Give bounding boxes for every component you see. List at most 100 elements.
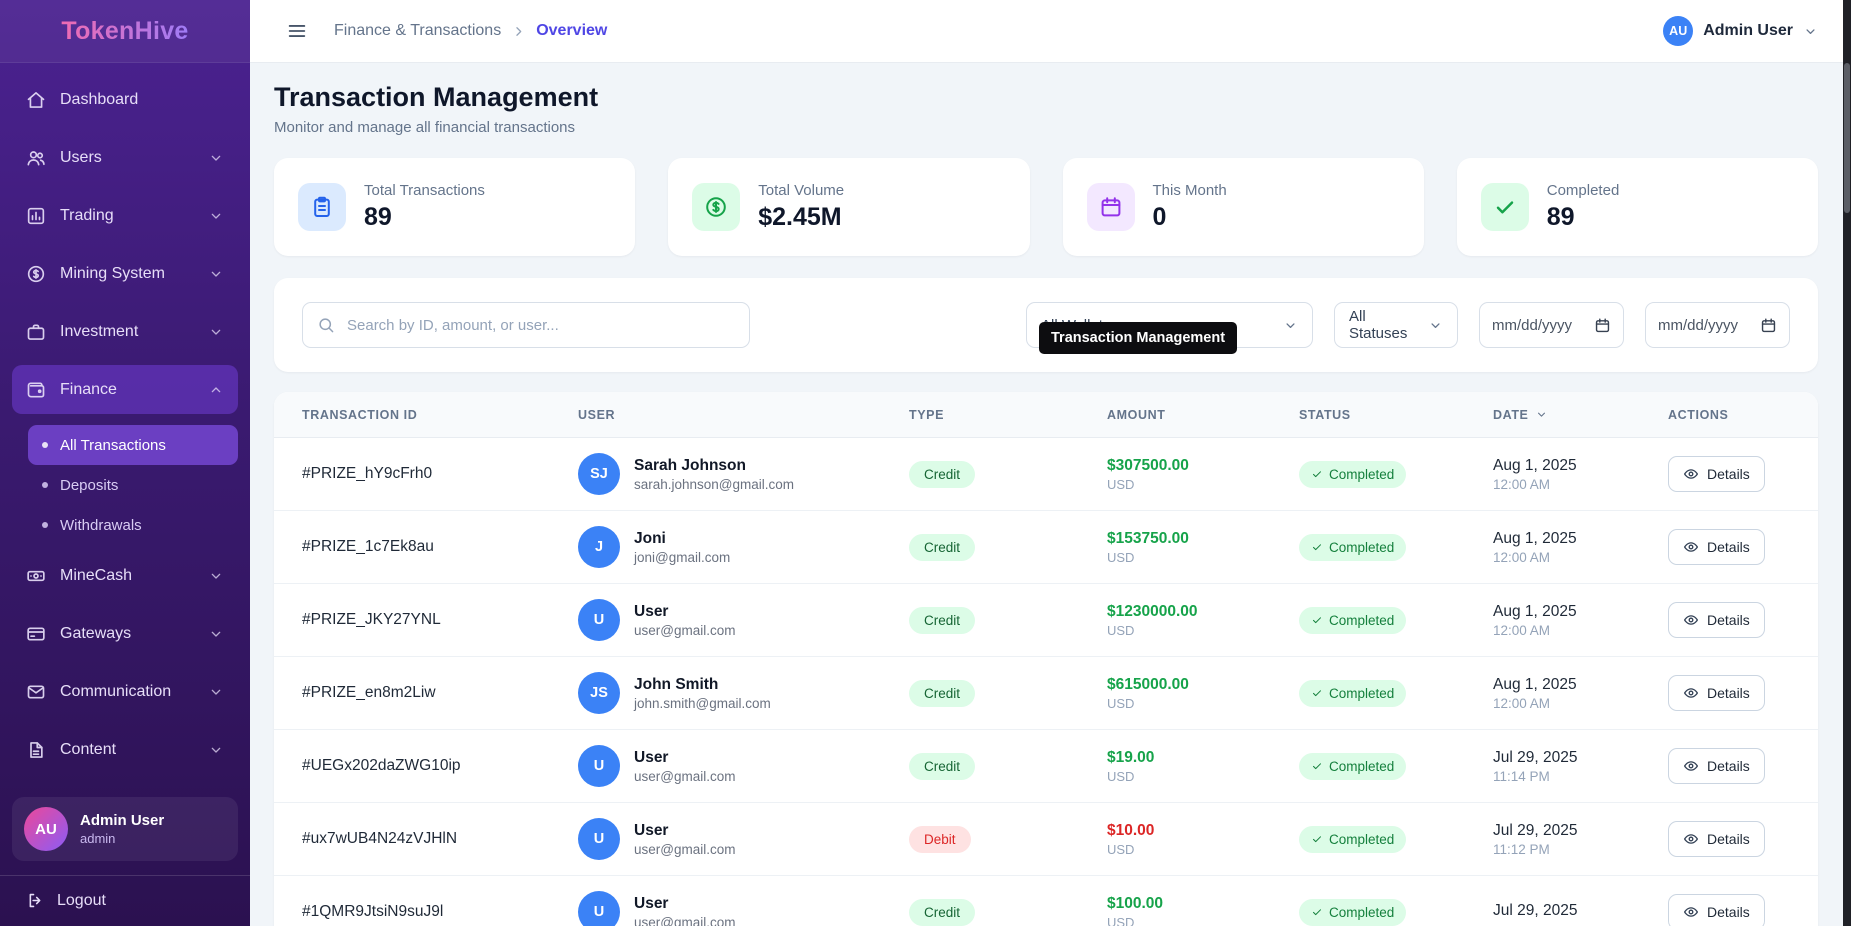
search-box[interactable]	[302, 302, 750, 348]
date: Aug 1, 2025	[1493, 529, 1577, 547]
sidebar-item-investment[interactable]: Investment	[12, 307, 238, 356]
details-button[interactable]: Details	[1668, 748, 1765, 784]
details-button[interactable]: Details	[1668, 894, 1765, 926]
date: Jul 29, 2025	[1493, 821, 1578, 839]
sidebar-subitem-deposits[interactable]: Deposits	[28, 465, 238, 505]
time: 12:00 AM	[1493, 622, 1551, 638]
user-name: Joni	[634, 529, 666, 547]
chevron-down-icon	[208, 266, 224, 282]
avatar: J	[578, 526, 620, 568]
type-badge: Credit	[909, 533, 976, 561]
calendar-icon	[1760, 317, 1777, 334]
type-badge: Debit	[909, 825, 971, 853]
menu-icon[interactable]	[286, 20, 308, 42]
status-badge: Completed	[1299, 533, 1407, 561]
details-button[interactable]: Details	[1668, 529, 1765, 565]
table-row: #PRIZE_JKY27YNL U User user@gmail.com Cr…	[274, 584, 1818, 657]
header-user-menu[interactable]: AU Admin User	[1663, 16, 1818, 46]
amount: $19.00	[1107, 748, 1155, 766]
scrollbar-thumb[interactable]	[1844, 63, 1850, 213]
date: Aug 1, 2025	[1493, 456, 1577, 474]
check-icon	[1311, 468, 1323, 480]
logout-button[interactable]: Logout	[0, 875, 250, 926]
status-badge: Completed	[1299, 460, 1407, 488]
details-button[interactable]: Details	[1668, 821, 1765, 857]
details-button[interactable]: Details	[1668, 602, 1765, 638]
user-name: User	[634, 821, 669, 839]
sidebar-item-finance[interactable]: Finance	[12, 365, 238, 414]
mail-icon	[26, 682, 46, 702]
currency: USD	[1107, 549, 1135, 565]
sidebar-item-communication[interactable]: Communication	[12, 667, 238, 716]
search-input[interactable]	[345, 315, 735, 335]
sidebar-item-mining-system[interactable]: Mining System	[12, 249, 238, 298]
stat-value: 89	[364, 203, 392, 231]
check-icon	[1311, 833, 1323, 845]
sidebar-item-label: Investment	[60, 322, 139, 340]
currency: USD	[1107, 476, 1135, 492]
sidebar-item-dashboard[interactable]: Dashboard	[12, 75, 238, 124]
table-row: #UEGx202daZWG10ip U User user@gmail.com …	[274, 730, 1818, 803]
date-to-input[interactable]: mm/dd/yyyy	[1645, 302, 1790, 348]
stat-label: Completed	[1546, 182, 1620, 199]
sidebar-subitem-all-transactions[interactable]: All Transactions	[28, 425, 238, 465]
type-badge: Credit	[909, 460, 976, 488]
date-from-placeholder: mm/dd/yyyy	[1492, 316, 1573, 334]
details-button[interactable]: Details	[1668, 675, 1765, 711]
table-row: #PRIZE_1c7Ek8au J Joni joni@gmail.com Cr…	[274, 511, 1818, 584]
logout-label: Logout	[57, 891, 106, 909]
sidebar-item-users[interactable]: Users	[12, 133, 238, 182]
date-from-input[interactable]: mm/dd/yyyy	[1479, 302, 1624, 348]
sidebar-item-trading[interactable]: Trading	[12, 191, 238, 240]
stat-value: 0	[1152, 203, 1167, 231]
app-title: TokenHive	[61, 16, 189, 45]
logo[interactable]: TokenHive	[0, 0, 250, 63]
user-email: user@gmail.com	[634, 914, 736, 926]
currency: USD	[1107, 914, 1135, 926]
stat-label: Total Transactions	[364, 182, 485, 199]
transaction-id: #UEGx202daZWG10ip	[302, 757, 461, 774]
sidebar-item-label: MineCash	[60, 566, 133, 584]
user-email: user@gmail.com	[634, 768, 736, 784]
time: 11:14 PM	[1493, 768, 1550, 784]
column-header-date[interactable]: DATE	[1493, 408, 1668, 422]
scrollbar[interactable]	[1843, 0, 1851, 926]
chevron-down-icon	[208, 324, 224, 340]
sidebar-profile[interactable]: AU Admin User admin	[12, 797, 238, 861]
type-badge: Credit	[909, 898, 976, 926]
check-icon	[1311, 906, 1323, 918]
sidebar-subitem-withdrawals[interactable]: Withdrawals	[28, 505, 238, 545]
sidebar-item-gateways[interactable]: Gateways	[12, 609, 238, 658]
stat-card-completed: Completed 89	[1456, 158, 1818, 256]
sidebar-item-label: Users	[60, 148, 102, 166]
eye-icon	[1683, 612, 1699, 628]
users-icon	[26, 148, 46, 168]
type-badge: Credit	[909, 679, 976, 707]
logout-icon	[26, 891, 45, 910]
column-header-user: USER	[578, 407, 616, 422]
details-button[interactable]: Details	[1668, 456, 1765, 492]
breadcrumb-current[interactable]: Overview	[536, 22, 608, 39]
transactions-table: TRANSACTION ID USER TYPE AMOUNT STATUS D…	[274, 392, 1818, 926]
user-email: sarah.johnson@gmail.com	[634, 476, 795, 492]
page-subtitle: Monitor and manage all financial transac…	[274, 119, 576, 136]
avatar: SJ	[578, 453, 620, 495]
status-filter-select[interactable]: All Statuses	[1334, 302, 1458, 348]
avatar: U	[578, 599, 620, 641]
user-name: John Smith	[634, 675, 719, 693]
amount: $615000.00	[1107, 675, 1189, 693]
bullet-dot-icon	[42, 522, 48, 528]
stat-label: Total Volume	[758, 182, 845, 199]
amount: $307500.00	[1107, 456, 1189, 474]
sidebar-subitem-label: Withdrawals	[60, 516, 142, 534]
search-icon	[317, 316, 335, 334]
amount: $10.00	[1107, 821, 1155, 839]
credit-card-icon	[26, 624, 46, 644]
sidebar-item-label: Content	[60, 740, 117, 758]
chevron-down-icon	[1803, 24, 1818, 39]
sidebar-item-content[interactable]: Content	[12, 725, 238, 774]
time: 12:00 AM	[1493, 695, 1551, 711]
stat-card-this-month: This Month 0	[1062, 158, 1424, 256]
finance-submenu: All Transactions Deposits Withdrawals	[12, 423, 238, 551]
sidebar-item-minecash[interactable]: MineCash	[12, 551, 238, 600]
